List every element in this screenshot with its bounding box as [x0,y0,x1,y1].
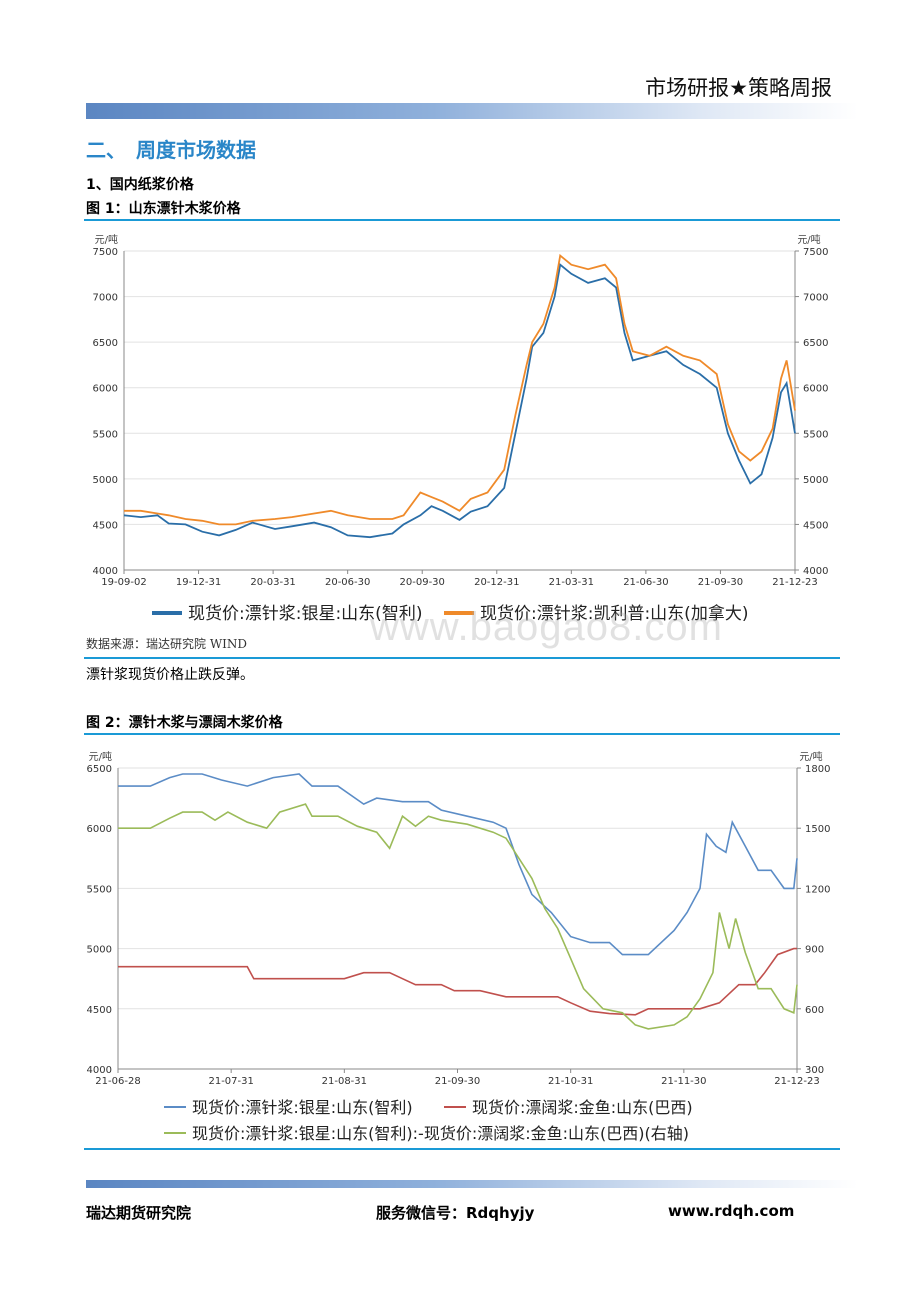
chart-1: 元/吨 元/吨 4000 4500 5000 5500 6000 6500 7000 7500 40… [93,233,829,624]
x-tick-label: 21-09-30 [698,577,743,588]
watermark: www.baogao8.com [370,605,723,649]
data-source: 数据来源：瑞达研究院 WIND [86,637,248,651]
section-title: 二、 周度市场数据 [86,138,256,162]
figure-1-comment: 漂针浆现货价格止跌反弹。 [86,667,254,683]
y-tick-label-left: 6000 [93,384,118,395]
x-tick-label: 20-12-31 [474,577,519,588]
report-header-title: 市场研报★策略周报 [645,76,832,100]
x-tick-label: 21-06-28 [95,1076,140,1087]
y-tick-label-left: 4000 [93,566,118,577]
left-axis-unit: 元/吨 [95,233,118,246]
y-tick-label-left: 6500 [87,764,112,775]
x-tick-label: 21-06-30 [623,577,668,588]
right-axis-unit: 元/吨 [797,233,820,246]
x-tick-label: 20-03-31 [250,577,295,588]
y-tick-label-left: 5000 [93,475,118,486]
y-tick-label-right: 300 [805,1065,824,1076]
y-tick-label-left: 4000 [87,1065,112,1076]
y-tick-label-left: 6000 [87,824,112,835]
figure-2-title: 图 2：漂针木浆与漂阔木浆价格 [86,715,283,731]
right-axis-unit: 元/吨 [799,750,822,763]
x-tick-label: 21-12-23 [774,1076,819,1087]
legend-label-2: 现货价:漂针浆:凯利普:山东(加拿大) [480,603,748,624]
x-tick-label: 19-09-02 [101,577,146,588]
chart-2: 元/吨 元/吨 4000 4500 5000 5500 6000 6500 300 600 900 1… [87,750,831,1143]
y-tick-label-right: 1800 [805,764,830,775]
series-line-3 [118,803,798,1030]
y-tick-label-left: 5000 [87,945,112,956]
y-tick-label-right: 4000 [803,566,828,577]
header-gradient-bar [86,103,858,119]
y-tick-label-left: 5500 [87,884,112,895]
y-tick-label-right: 6000 [803,384,828,395]
legend-label-1: 现货价:漂针浆:银星:山东(智利) [188,604,422,624]
y-tick-label-right: 5000 [803,475,828,486]
y-tick-label-left: 5500 [93,429,118,440]
y-tick-label-right: 7000 [803,293,828,304]
y-tick-label-left: 6500 [93,338,118,349]
series-line-2 [124,253,796,526]
x-tick-label: 21-07-31 [208,1076,253,1087]
left-axis-unit: 元/吨 [89,750,112,763]
figure-1-title: 图 1：山东漂针木浆价格 [86,201,241,217]
subsection-title: 1、国内纸浆价格 [86,177,194,193]
y-tick-label-left: 4500 [87,1005,112,1016]
y-tick-label-right: 1500 [805,824,830,835]
x-tick-label: 21-11-30 [661,1076,706,1087]
y-tick-label-left: 7000 [93,293,118,304]
x-tick-label: 21-09-30 [435,1076,480,1087]
footer-gradient-bar [86,1180,858,1188]
x-tick-label: 19-12-31 [176,577,221,588]
x-tick-label: 21-10-31 [548,1076,593,1087]
legend-label-3: 现货价:漂针浆:银星:山东(智利):-现货价:漂阔浆:金鱼:山东(巴西)(右轴) [192,1124,689,1143]
y-tick-label-right: 7500 [803,247,828,258]
legend-label-1: 现货价:漂针浆:银星:山东(智利) [192,1098,413,1117]
figure-1-top-rule [84,219,840,221]
y-tick-label-right: 6500 [803,338,828,349]
y-tick-label-right: 900 [805,945,824,956]
y-tick-label-left: 4500 [93,520,118,531]
series-line-1 [123,263,796,539]
x-tick-label: 20-09-30 [400,577,445,588]
figure-2-bottom-rule [84,1148,840,1150]
y-tick-label-right: 4500 [803,520,828,531]
figure-2-top-rule [84,733,840,735]
x-tick-label: 20-06-30 [325,577,370,588]
footer-org: 瑞达期货研究院 [86,1204,192,1222]
series-line-2 [118,947,797,1016]
series-line-1 [118,773,798,956]
footer-url: www.rdqh.com [668,1202,795,1220]
y-tick-label-right: 600 [805,1005,824,1016]
y-tick-label-right: 1200 [805,884,830,895]
x-tick-label: 21-12-23 [772,577,817,588]
x-tick-label: 21-08-31 [322,1076,367,1087]
y-tick-label-right: 5500 [803,429,828,440]
x-tick-label: 21-03-31 [549,577,594,588]
legend-label-2: 现货价:漂阔浆:金鱼:山东(巴西) [472,1098,693,1117]
figure-1-bottom-rule [84,657,840,659]
footer-wechat: 服务微信号：Rdqhyjy [376,1204,535,1222]
y-tick-label-left: 7500 [93,247,118,258]
